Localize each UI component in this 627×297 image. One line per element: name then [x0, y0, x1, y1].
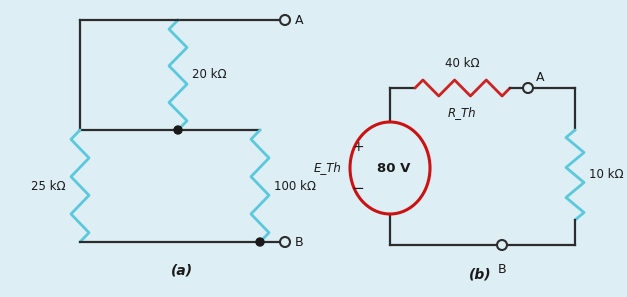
Text: −: −: [352, 181, 364, 196]
Text: B: B: [498, 263, 507, 276]
Circle shape: [523, 83, 533, 93]
Circle shape: [280, 15, 290, 25]
Text: 25 kΩ: 25 kΩ: [31, 179, 66, 192]
Circle shape: [174, 126, 182, 134]
Text: +: +: [352, 140, 364, 154]
Text: (b): (b): [469, 267, 492, 281]
Text: R_Th: R_Th: [448, 106, 477, 119]
Text: A: A: [536, 71, 544, 84]
Text: (a): (a): [171, 264, 193, 278]
Ellipse shape: [350, 122, 430, 214]
Circle shape: [280, 237, 290, 247]
Text: 80 V: 80 V: [377, 162, 411, 175]
Text: 20 kΩ: 20 kΩ: [192, 69, 226, 81]
Text: B: B: [295, 236, 303, 249]
Text: 40 kΩ: 40 kΩ: [445, 57, 479, 70]
Text: 10 kΩ: 10 kΩ: [589, 168, 624, 181]
Text: E_Th: E_Th: [314, 162, 342, 175]
Circle shape: [497, 240, 507, 250]
Circle shape: [256, 238, 264, 246]
Text: 100 kΩ: 100 kΩ: [274, 179, 316, 192]
Text: A: A: [295, 13, 303, 26]
